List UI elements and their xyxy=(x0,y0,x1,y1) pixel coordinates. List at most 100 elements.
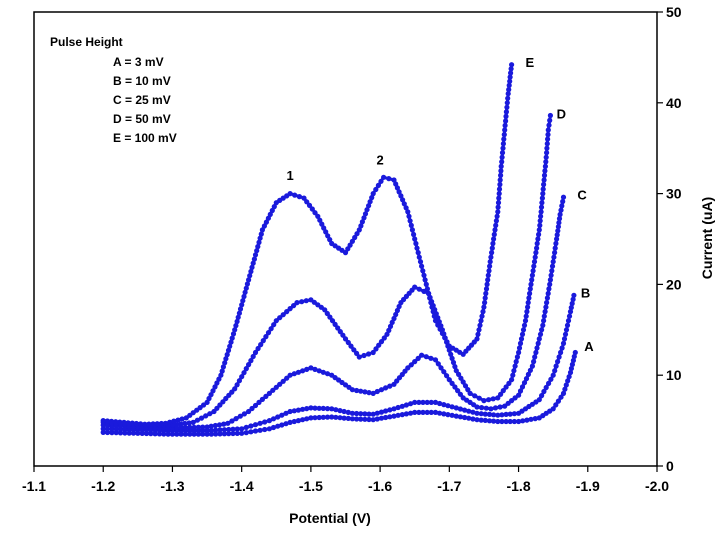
data-point xyxy=(423,354,429,360)
data-point xyxy=(291,371,297,377)
data-point xyxy=(167,419,173,425)
data-point xyxy=(472,393,478,399)
data-point xyxy=(502,403,508,409)
data-point xyxy=(403,411,409,417)
data-point xyxy=(424,286,430,292)
data-point xyxy=(416,286,422,292)
data-point xyxy=(398,193,404,199)
series-a: A xyxy=(100,339,594,437)
data-point xyxy=(386,327,392,333)
data-point xyxy=(306,202,313,208)
data-point xyxy=(246,362,252,368)
data-point xyxy=(230,426,236,432)
data-point xyxy=(534,245,540,251)
data-point xyxy=(222,360,228,366)
data-point xyxy=(565,378,571,384)
data-point xyxy=(497,404,503,410)
data-point xyxy=(509,398,515,404)
data-point xyxy=(356,227,362,233)
data-point xyxy=(505,95,511,101)
data-point xyxy=(391,177,397,183)
data-point xyxy=(287,191,293,197)
data-point xyxy=(383,408,389,414)
y-tick-label: 30 xyxy=(666,186,682,202)
data-point xyxy=(453,413,459,419)
data-point xyxy=(521,380,528,386)
data-point xyxy=(442,335,448,341)
data-point xyxy=(221,431,227,437)
data-point xyxy=(522,318,529,324)
data-point xyxy=(552,368,558,374)
legend-item-b: B = 10 mV xyxy=(113,74,171,88)
data-point xyxy=(553,402,559,408)
data-point xyxy=(204,431,210,437)
data-point xyxy=(291,408,297,414)
data-point xyxy=(532,354,538,360)
data-point xyxy=(366,390,372,396)
data-point xyxy=(323,229,329,235)
data-point xyxy=(524,417,530,423)
data-point xyxy=(429,304,435,310)
data-point xyxy=(267,211,273,217)
data-point xyxy=(563,327,570,333)
data-point xyxy=(258,342,264,348)
data-point xyxy=(542,168,548,174)
data-point xyxy=(208,431,214,437)
data-point xyxy=(420,409,426,415)
data-point xyxy=(345,415,351,421)
data-point xyxy=(239,302,245,308)
data-point xyxy=(500,141,506,147)
data-point xyxy=(241,293,247,300)
data-point xyxy=(393,181,399,187)
y-axis-title: Current (uA) xyxy=(699,197,715,279)
data-point xyxy=(374,416,380,422)
data-point xyxy=(536,336,542,342)
data-point xyxy=(470,409,476,415)
x-tick-label: -1.7 xyxy=(437,478,461,494)
data-point xyxy=(561,336,568,342)
data-point xyxy=(486,418,493,424)
data-point xyxy=(236,310,242,316)
data-point xyxy=(538,213,544,219)
data-point xyxy=(100,429,106,435)
data-point xyxy=(521,322,528,328)
data-point xyxy=(100,426,106,432)
data-point xyxy=(449,412,455,418)
data-point xyxy=(366,351,372,357)
data-point xyxy=(462,407,468,413)
data-point xyxy=(186,420,192,426)
data-point xyxy=(439,330,445,336)
data-point xyxy=(554,232,560,238)
data-point xyxy=(367,199,373,205)
data-point xyxy=(219,368,225,374)
data-point xyxy=(531,359,537,365)
data-point xyxy=(239,430,245,436)
data-point xyxy=(300,417,306,423)
data-point xyxy=(470,416,476,422)
data-point xyxy=(400,197,406,203)
data-point xyxy=(559,345,565,351)
data-point xyxy=(503,118,509,124)
data-point xyxy=(214,405,220,411)
data-point xyxy=(525,304,531,310)
data-point xyxy=(453,368,459,374)
data-point xyxy=(403,205,409,211)
data-point xyxy=(430,309,436,315)
data-point xyxy=(279,412,285,418)
data-point xyxy=(133,420,139,427)
data-point xyxy=(317,217,323,223)
data-point xyxy=(341,415,347,421)
data-point xyxy=(519,331,526,337)
data-point xyxy=(345,246,351,252)
series-end-label: E xyxy=(526,55,535,70)
data-point xyxy=(572,349,578,356)
data-point xyxy=(432,318,439,324)
data-point xyxy=(349,387,355,393)
data-point xyxy=(406,213,412,219)
data-point xyxy=(266,418,272,424)
data-point xyxy=(541,172,548,178)
data-point xyxy=(415,355,421,361)
series-end-label: A xyxy=(584,339,594,354)
data-point xyxy=(419,263,425,269)
